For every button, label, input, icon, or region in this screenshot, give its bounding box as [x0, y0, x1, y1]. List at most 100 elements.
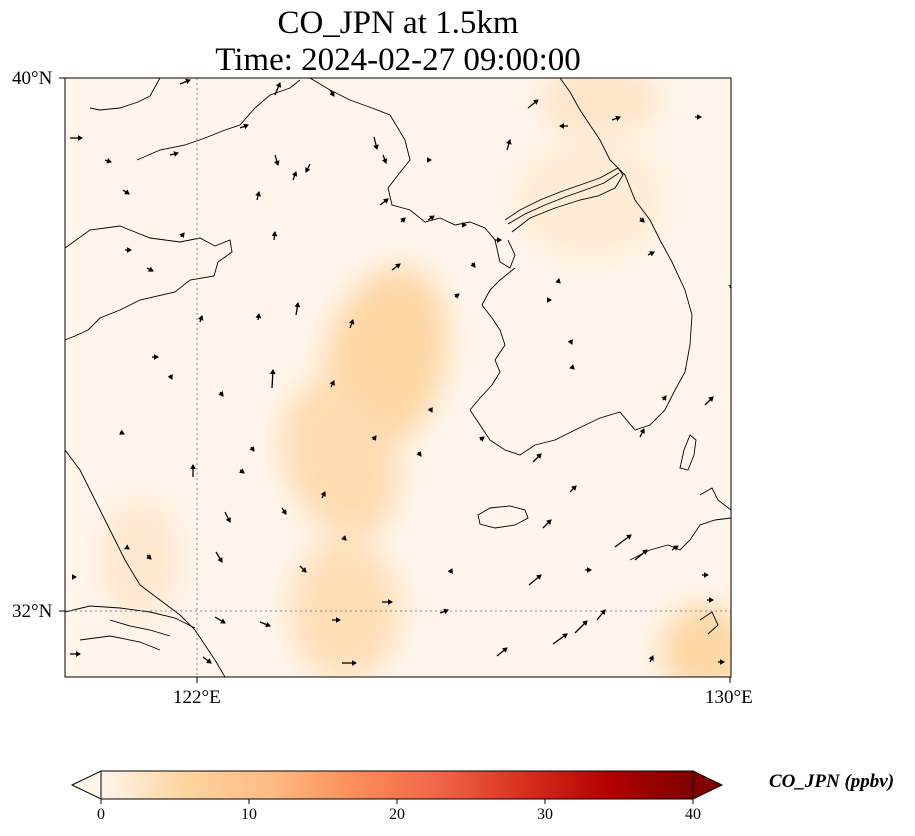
wind-arrow-head [220, 618, 226, 624]
wind-arrow-head [106, 158, 112, 164]
china-north-coast [65, 225, 233, 341]
wind-arrow-head [269, 368, 276, 375]
wind-arrow-head [146, 554, 152, 560]
colorbar-extend-max [692, 770, 724, 800]
wind-arrow-head [470, 262, 476, 268]
wind-arrow-head [179, 232, 185, 238]
wind-arrow-head [76, 651, 82, 657]
wind-arrow-head [198, 315, 204, 321]
lon-tick-label-130: 130°E [705, 687, 753, 708]
china-east-coast [65, 449, 226, 677]
tsushima-island [679, 434, 697, 471]
plume-west [100, 500, 180, 620]
wind-arrow-head [708, 396, 714, 402]
wind-arrow-head [239, 468, 245, 474]
wind-arrow-head [709, 597, 715, 603]
wind-arrow-head [388, 599, 394, 605]
lat-tick-label-32: 32°N [12, 601, 53, 622]
plume-southeast [660, 605, 731, 677]
wind-arrow-head [381, 158, 388, 164]
korea-east-coast [559, 78, 693, 431]
wind-arrow-head [555, 278, 561, 284]
wind-arrow-head [536, 453, 542, 459]
wind-arrow-head [639, 428, 645, 434]
wind-arrow-head [301, 567, 307, 573]
wind-arrow-head [642, 549, 648, 555]
wind-arrow-head [124, 544, 130, 550]
wind-arrow-head [626, 534, 632, 540]
gridlines [65, 78, 731, 677]
wind-arrow-head [479, 436, 485, 442]
wind-arrow-head [506, 139, 512, 145]
colorbar-extend-min [70, 770, 102, 800]
bohai-coast [309, 78, 516, 269]
wind-arrow-head [336, 617, 342, 623]
wind-arrow-head [615, 115, 621, 122]
colorbar-label: CO_JPN (ppbv) [769, 771, 895, 792]
plume-korea [515, 140, 665, 260]
wind-arrow-head [320, 491, 326, 497]
wind-arrow-head [249, 446, 255, 452]
wind-arrow-head [167, 374, 173, 380]
wind-arrow-head [562, 633, 568, 639]
wind-arrow-head [429, 215, 435, 221]
wind-arrow-head [567, 339, 573, 345]
wind-arrow-head [352, 660, 358, 666]
colorbar-tick-label-40: 40 [685, 806, 701, 823]
wind-arrow-head [206, 658, 212, 664]
wind-arrow-head [329, 380, 335, 386]
wind-arrow-head [72, 574, 78, 580]
wind-arrow-head [497, 237, 503, 243]
wind-arrow-head [383, 198, 389, 204]
wind-arrow-head [127, 247, 133, 253]
wind-arrow-head [154, 354, 160, 360]
wind-arrow-head [294, 302, 301, 308]
wind-arrow-head [341, 535, 347, 541]
wind-arrow-head [536, 574, 542, 580]
lat-tick-label-40: 40°N [12, 68, 53, 89]
wind-arrow-head [190, 463, 196, 469]
wind-arrow-head [395, 263, 401, 269]
axis-ticks [59, 77, 731, 683]
wind-arrow-head [274, 160, 280, 166]
liaodong-coast [89, 78, 301, 161]
colorbar-tick-label-10: 10 [241, 806, 257, 823]
plume-south [290, 540, 400, 677]
wind-arrow-head [173, 151, 179, 157]
coastlines [65, 78, 731, 677]
wind-arrow-head [281, 509, 287, 515]
wind-arrow-head [600, 609, 606, 615]
wind-vectors [70, 78, 731, 666]
wind-arrow-head [348, 319, 355, 325]
wind-arrow-head [462, 222, 468, 228]
wind-arrow-head [582, 620, 588, 626]
wind-arrow-head [400, 217, 406, 223]
wind-arrow-head [704, 572, 710, 578]
map-frame [64, 77, 732, 678]
wind-arrow-head [546, 519, 552, 525]
wind-arrow-head [571, 485, 577, 491]
wind-arrow-head [119, 429, 125, 435]
wind-arrow-head [218, 391, 224, 397]
wind-arrow-head [255, 191, 261, 197]
plume-north [540, 78, 660, 135]
wind-arrow-head [502, 647, 508, 653]
korea-border [504, 167, 624, 233]
wind-arrow-head [661, 395, 667, 401]
plume-middle [281, 382, 399, 538]
colorbar-tick-label-30: 30 [537, 806, 553, 823]
wind-arrow-head [305, 167, 311, 173]
wind-arrow-head [243, 123, 249, 130]
colorbar-tick-label-20: 20 [389, 806, 405, 823]
wind-arrow-head [371, 435, 377, 441]
wind-arrow-head [148, 266, 154, 272]
wind-arrow-head [547, 297, 553, 303]
wind-arrow-head [255, 313, 262, 319]
concentration-field [100, 78, 731, 677]
wind-arrow-head [673, 545, 679, 551]
wind-arrow-head [78, 135, 84, 141]
wind-arrow-head [427, 407, 433, 413]
wind-arrow-head [639, 217, 645, 223]
kyushu-coast [629, 487, 731, 635]
yangtze-estuary [65, 605, 196, 651]
